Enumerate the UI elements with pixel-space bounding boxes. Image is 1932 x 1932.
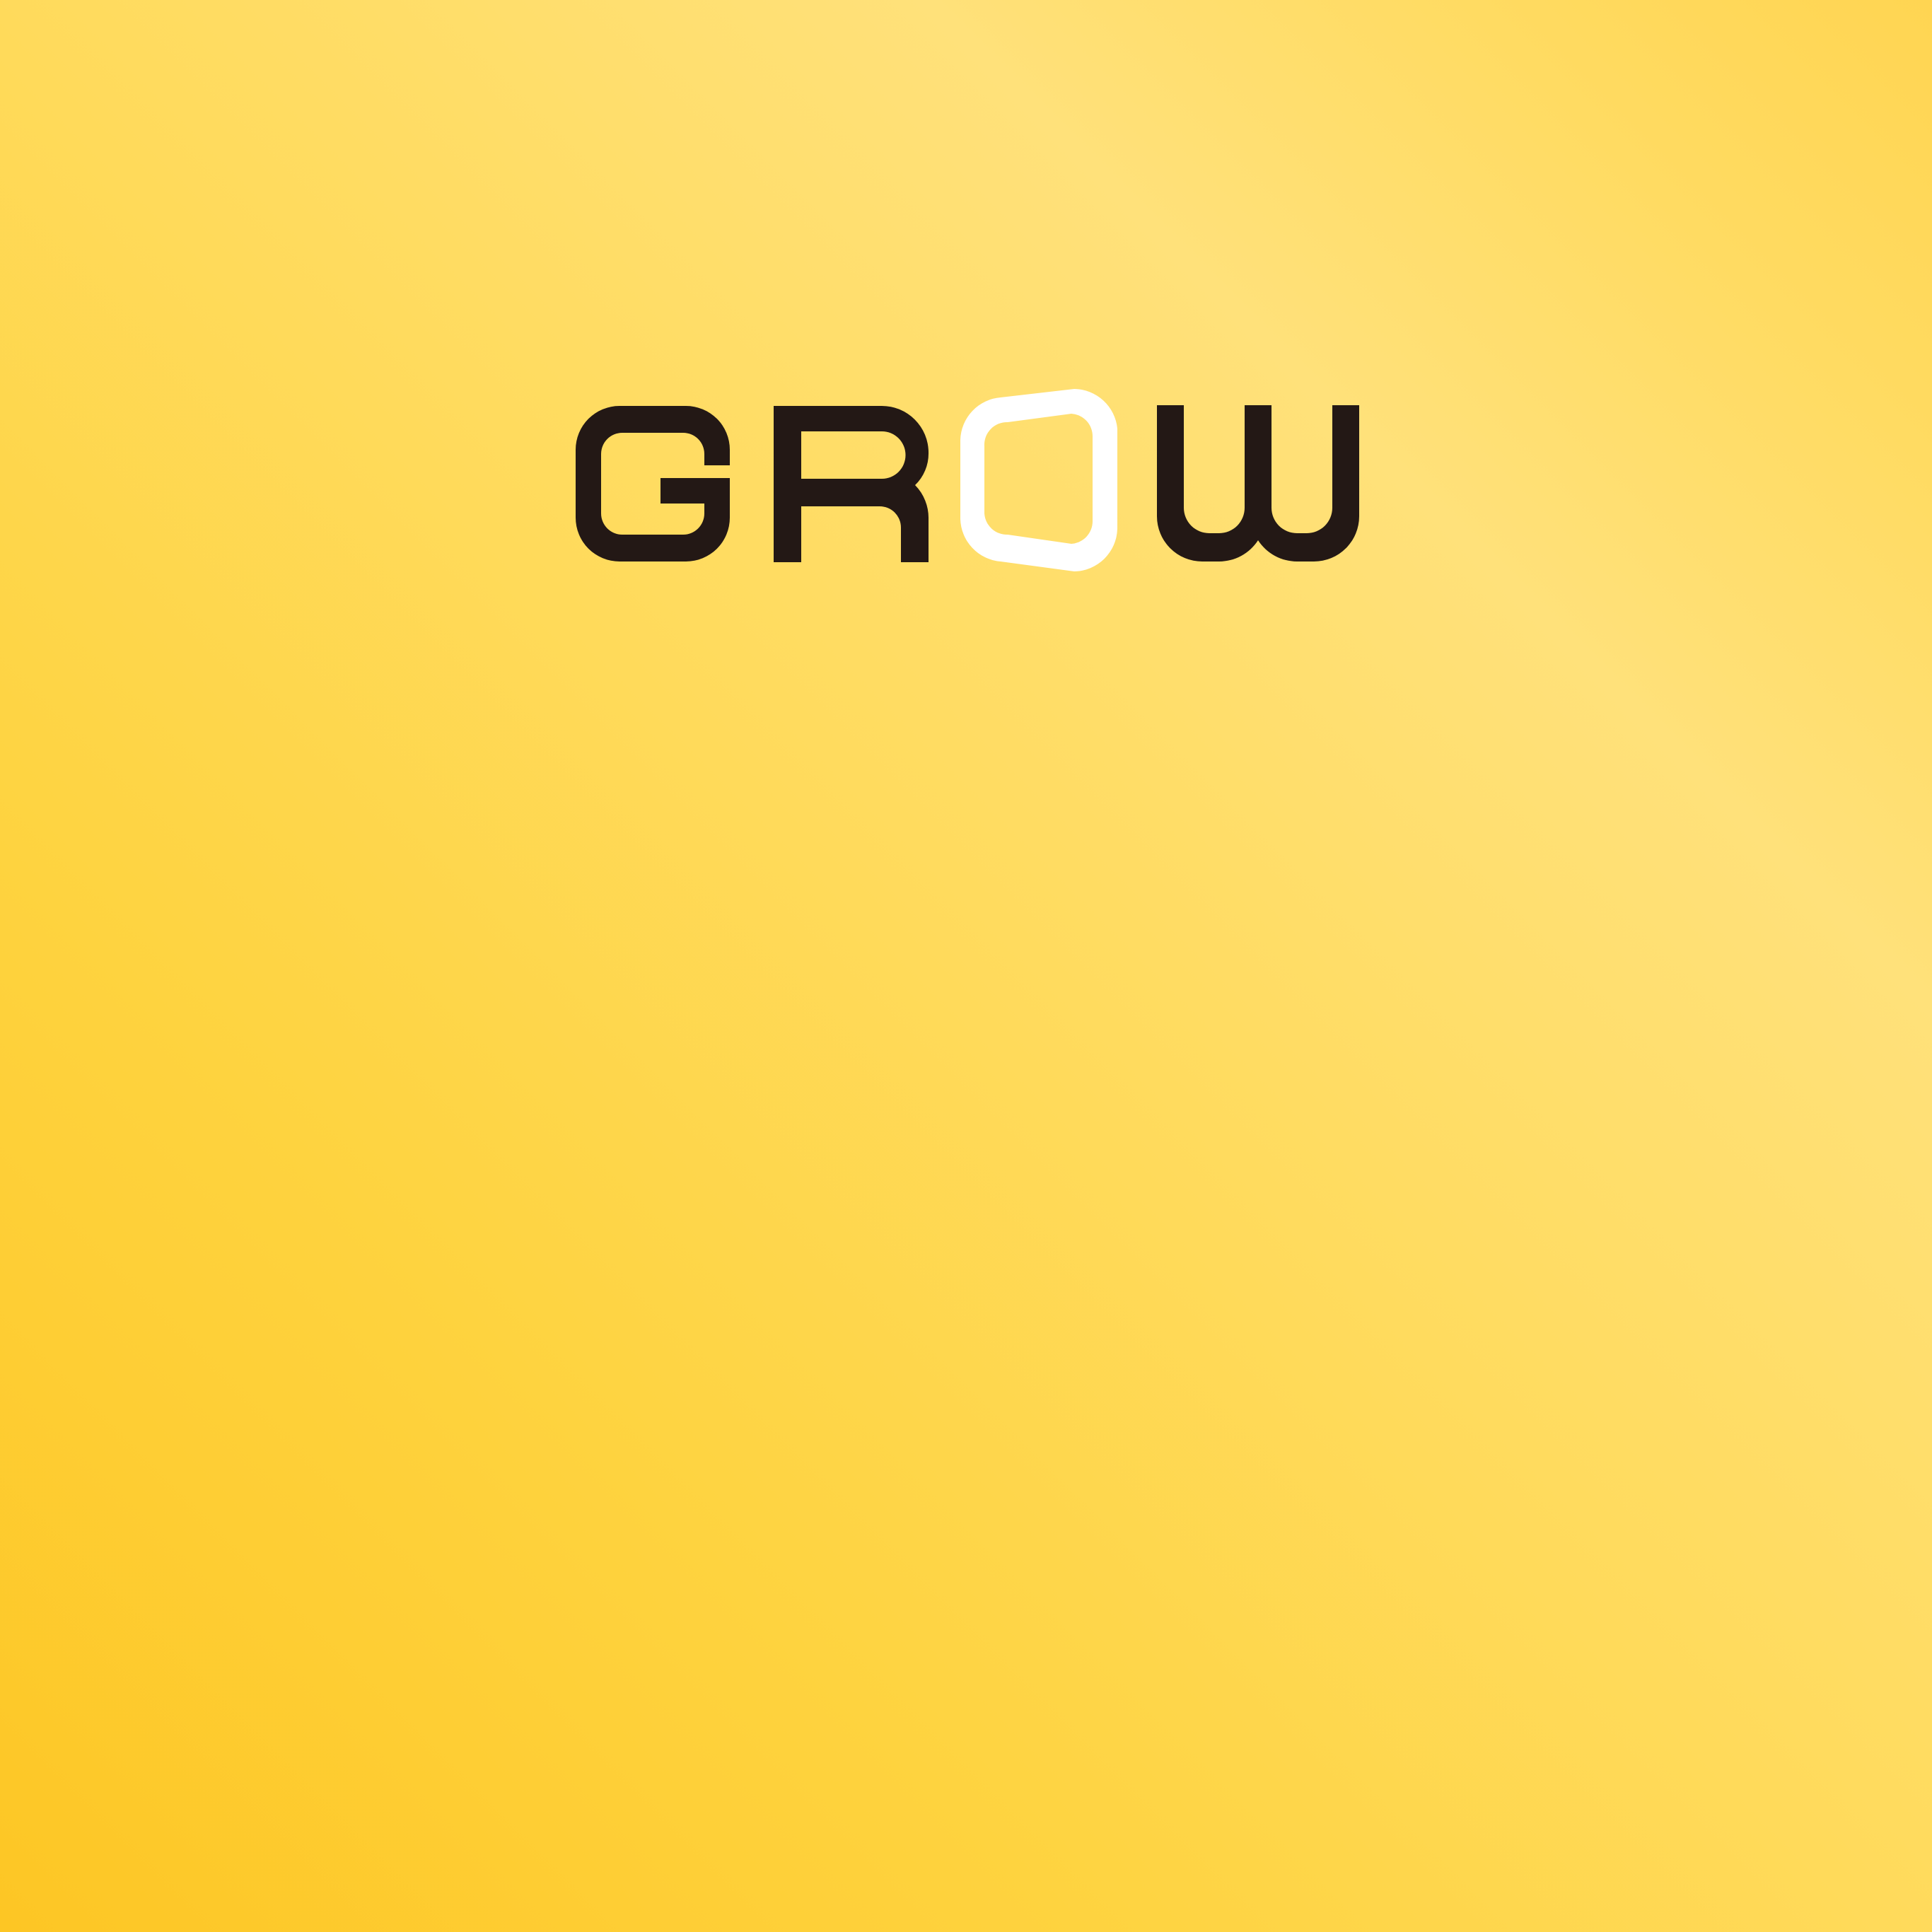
logo-letter-g-shape <box>576 406 730 561</box>
grow-logo: GROW <box>573 389 1365 577</box>
logo-letter-w <box>1157 405 1359 561</box>
grow-logo-graphic <box>576 389 1359 571</box>
logo-letter-g <box>576 406 730 561</box>
logo-letter-r <box>774 406 929 562</box>
logo-letter-o-shape <box>960 389 1117 571</box>
logo-letter-w-shape <box>1157 405 1359 561</box>
logo-letter-o <box>960 389 1117 571</box>
logo-letter-r-shape <box>774 406 929 562</box>
